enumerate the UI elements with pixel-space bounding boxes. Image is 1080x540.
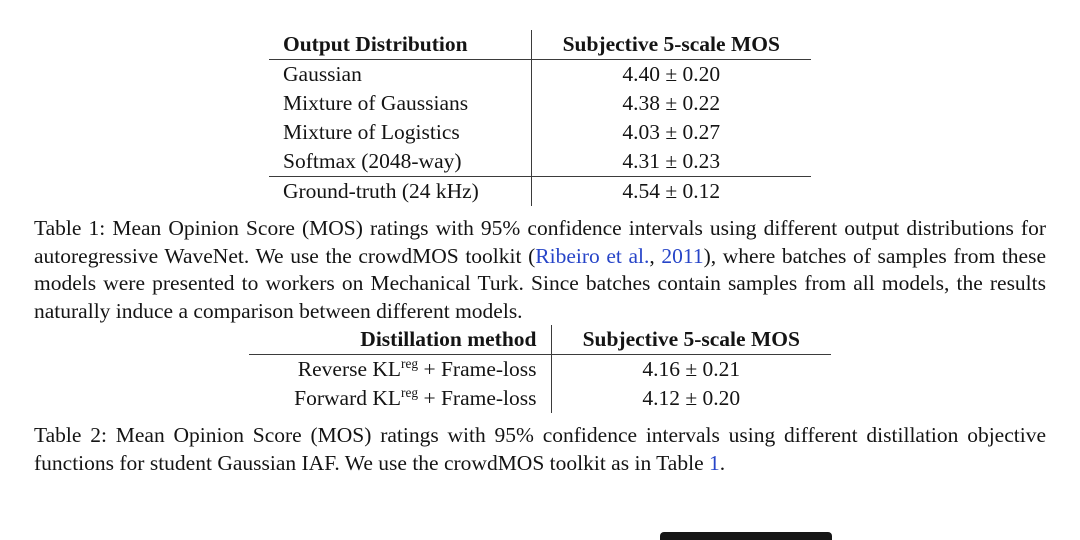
method-superscript: reg bbox=[401, 384, 419, 400]
table1-row-gaussian: Gaussian 4.40 ± 0.20 bbox=[269, 59, 811, 89]
table1-caption-text-1: Table 1: Mean Opinion Score (MOS) rating… bbox=[34, 216, 1046, 268]
citation-link-year-2011[interactable]: 2011 bbox=[661, 243, 704, 268]
table2-header-distillation-method: Distillation method bbox=[249, 325, 552, 355]
method-superscript: reg bbox=[401, 355, 419, 371]
row-value: 4.12 ± 0.20 bbox=[642, 386, 741, 410]
row-label: Mixture of Gaussians bbox=[269, 89, 532, 118]
table1-header-row: Output Distribution Subjective 5-scale M… bbox=[269, 30, 811, 60]
row-value: 4.40 ± 0.20 bbox=[622, 62, 721, 86]
table1-row-mixture-gaussians: Mixture of Gaussians 4.38 ± 0.22 bbox=[269, 89, 811, 118]
row-label: Ground-truth (24 kHz) bbox=[269, 176, 532, 206]
table1-caption: Table 1: Mean Opinion Score (MOS) rating… bbox=[34, 215, 1046, 325]
row-value: 4.16 ± 0.21 bbox=[642, 357, 741, 381]
table1-caption-text-3: ), where batches of samples from these m… bbox=[34, 243, 1046, 323]
method-suffix: + Frame-loss bbox=[418, 357, 537, 381]
row-label: Softmax (2048-way) bbox=[269, 147, 532, 177]
row-value: 4.31 ± 0.23 bbox=[622, 149, 721, 173]
row-label: Mixture of Logistics bbox=[269, 118, 532, 147]
bottom-scrubber-bar bbox=[660, 532, 832, 540]
row-value: 4.03 ± 0.27 bbox=[622, 120, 721, 144]
mos-table-1: Output Distribution Subjective 5-scale M… bbox=[269, 30, 811, 206]
table1-caption-text-2: , bbox=[649, 243, 662, 268]
table1-row-softmax: Softmax (2048-way) 4.31 ± 0.23 bbox=[269, 147, 811, 177]
row-value: 4.54 ± 0.12 bbox=[531, 176, 811, 206]
table2-caption-text-2: . bbox=[719, 450, 726, 475]
citation-link-ribeiro[interactable]: Ribeiro et al. bbox=[535, 243, 650, 268]
table2-caption-text-1: Table 2: Mean Opinion Score (MOS) rating… bbox=[34, 423, 1046, 475]
row-label: Gaussian bbox=[269, 59, 532, 89]
table-1-reference-link[interactable]: 1 bbox=[709, 450, 720, 475]
table1-row-ground-truth: Ground-truth (24 kHz) 4.54 ± 0.12 bbox=[269, 176, 811, 206]
table1-header-mos: Subjective 5-scale MOS bbox=[531, 30, 811, 60]
table2-row-reverse-kl: Reverse KLreg + Frame-loss 4.16 ± 0.21 bbox=[249, 354, 831, 384]
row-value: 4.38 ± 0.22 bbox=[622, 91, 721, 115]
table2-caption: Table 2: Mean Opinion Score (MOS) rating… bbox=[34, 422, 1046, 477]
method-cell: Reverse KLreg + Frame-loss bbox=[249, 354, 552, 384]
table1-header-output-distribution: Output Distribution bbox=[269, 30, 532, 60]
method-cell: Forward KLreg + Frame-loss bbox=[249, 384, 552, 413]
table1-row-mixture-logistics: Mixture of Logistics 4.03 ± 0.27 bbox=[269, 118, 811, 147]
method-name: Forward KL bbox=[294, 386, 402, 410]
table2-header-mos: Subjective 5-scale MOS bbox=[551, 325, 831, 355]
method-name: Reverse KL bbox=[297, 357, 402, 381]
mos-table-2: Distillation method Subjective 5-scale M… bbox=[249, 325, 831, 413]
method-suffix: + Frame-loss bbox=[418, 386, 537, 410]
table2-row-forward-kl: Forward KLreg + Frame-loss 4.12 ± 0.20 bbox=[249, 384, 831, 413]
table2-header-row: Distillation method Subjective 5-scale M… bbox=[249, 325, 831, 355]
